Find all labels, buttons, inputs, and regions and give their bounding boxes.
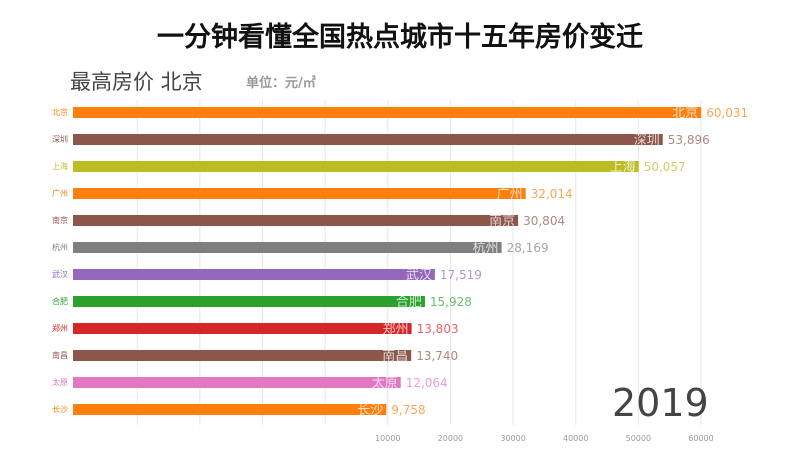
category-label: 北京 xyxy=(52,107,68,117)
value-label: 28,169 xyxy=(507,241,549,255)
bar xyxy=(73,404,387,415)
bar-inner-label: 广州 xyxy=(497,187,523,202)
category-label: 武汉 xyxy=(52,269,68,279)
bar-inner-label: 合肥 xyxy=(396,295,422,310)
x-tick-label: 40000 xyxy=(563,434,588,443)
category-label: 太原 xyxy=(52,377,68,387)
value-label: 9,758 xyxy=(391,403,425,417)
category-label: 上海 xyxy=(52,161,68,171)
bar xyxy=(73,323,412,334)
category-label: 深圳 xyxy=(52,134,68,144)
bar-inner-label: 武汉 xyxy=(406,268,432,283)
value-label: 50,057 xyxy=(644,160,686,174)
bar xyxy=(73,242,502,253)
bar-inner-label: 长沙 xyxy=(357,403,383,418)
chart-title: 一分钟看懂全国热点城市十五年房价变迁 xyxy=(157,22,643,53)
category-label: 郑州 xyxy=(52,323,68,333)
chart-subtitle: 最高房价 北京 xyxy=(70,70,203,94)
value-label: 13,803 xyxy=(417,322,459,336)
bar xyxy=(73,188,526,199)
bar xyxy=(73,107,702,118)
value-label: 60,031 xyxy=(706,106,748,120)
category-label: 杭州 xyxy=(52,242,68,252)
value-label: 53,896 xyxy=(668,133,710,147)
bar xyxy=(73,134,663,145)
bar-inner-label: 南京 xyxy=(489,213,515,229)
value-label: 15,928 xyxy=(430,295,472,309)
bar xyxy=(73,215,519,226)
bar xyxy=(73,161,639,172)
category-label: 合肥 xyxy=(52,296,68,306)
x-tick-label: 50000 xyxy=(626,434,651,443)
bar-inner-label: 上海 xyxy=(610,160,636,175)
x-tick-label: 30000 xyxy=(500,434,525,443)
bar-inner-label: 南昌 xyxy=(382,348,408,364)
bar xyxy=(73,377,401,388)
value-label: 30,804 xyxy=(523,214,565,228)
bar-inner-label: 郑州 xyxy=(383,322,409,337)
bar xyxy=(73,350,412,361)
value-label: 12,064 xyxy=(406,376,448,390)
category-label: 南昌 xyxy=(52,350,68,360)
bar-inner-label: 太原 xyxy=(372,376,398,391)
category-label: 广州 xyxy=(52,188,68,198)
unit-label: 单位：元/㎡ xyxy=(246,76,316,91)
bar xyxy=(73,269,435,280)
x-tick-label: 20000 xyxy=(438,434,463,443)
value-label: 13,740 xyxy=(416,349,458,363)
bar-inner-label: 深圳 xyxy=(634,133,660,148)
x-tick-label: 10000 xyxy=(375,434,400,443)
category-label: 南京 xyxy=(52,215,68,225)
year-label: 2019 xyxy=(612,381,709,425)
x-tick-label: 60000 xyxy=(688,434,713,443)
value-label: 17,519 xyxy=(440,268,482,282)
bar-inner-label: 北京 xyxy=(672,106,698,121)
bar xyxy=(73,296,425,307)
category-label: 长沙 xyxy=(52,404,68,414)
bar-inner-label: 杭州 xyxy=(473,241,499,256)
value-label: 32,014 xyxy=(531,187,573,201)
